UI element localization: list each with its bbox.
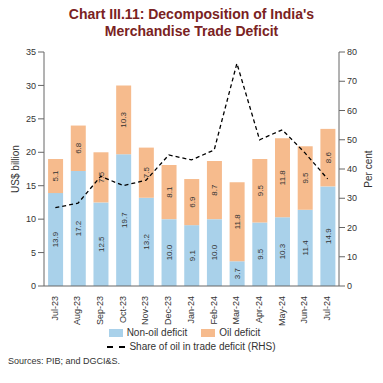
svg-text:10.3: 10.3 xyxy=(120,112,129,128)
svg-text:50: 50 xyxy=(347,135,357,145)
svg-text:14.9: 14.9 xyxy=(324,228,333,244)
svg-text:0: 0 xyxy=(347,281,352,291)
html-text:Oil deficit: Oil deficit xyxy=(219,327,261,338)
svg-text:US$ billion: US$ billion xyxy=(10,145,21,193)
svg-text:8.6: 8.6 xyxy=(324,152,333,164)
html-text:Share of oil in trade deficit: Share of oil in trade deficit (RHS) xyxy=(129,341,276,352)
svg-text:20: 20 xyxy=(347,223,357,233)
svg-text:0: 0 xyxy=(31,281,36,291)
svg-text:7.5: 7.5 xyxy=(97,171,106,183)
svg-text:5.1: 5.1 xyxy=(51,170,60,182)
svg-text:10.0: 10.0 xyxy=(165,244,174,260)
html-text:Sources: PIB; and DGCI&S.: Sources: PIB; and DGCI&S. xyxy=(8,356,121,366)
html-text:Non-oil deficit: Non-oil deficit xyxy=(126,327,188,338)
svg-text:35: 35 xyxy=(26,47,36,57)
svg-text:13.2: 13.2 xyxy=(142,234,151,250)
svg-text:8.1: 8.1 xyxy=(165,186,174,198)
html-text:Chart III.11: Decomposition of: Chart III.11: Decomposition of India's M… xyxy=(68,6,315,39)
svg-text:Jul-23: Jul-23 xyxy=(50,296,60,321)
svg-text:10.0: 10.0 xyxy=(210,244,219,260)
svg-text:20: 20 xyxy=(26,147,36,157)
svg-text:15: 15 xyxy=(26,181,36,191)
svg-text:25: 25 xyxy=(26,114,36,124)
svg-text:17.2: 17.2 xyxy=(74,220,83,236)
svg-text:Mar-24: Mar-24 xyxy=(231,296,241,325)
svg-text:Apr-24: Apr-24 xyxy=(254,296,264,323)
svg-text:30: 30 xyxy=(26,81,36,91)
svg-text:Jul-24: Jul-24 xyxy=(322,296,332,321)
svg-text:Oct-23: Oct-23 xyxy=(118,296,128,323)
svg-text:9.1: 9.1 xyxy=(188,249,197,261)
svg-text:Aug-23: Aug-23 xyxy=(72,296,82,325)
svg-text:9.5: 9.5 xyxy=(256,248,265,260)
svg-text:10: 10 xyxy=(347,252,357,262)
svg-text:6.8: 6.8 xyxy=(74,142,83,154)
svg-text:9.5: 9.5 xyxy=(301,172,310,184)
svg-text:Dec-23: Dec-23 xyxy=(163,296,173,325)
svg-text:May-24: May-24 xyxy=(277,296,287,326)
svg-text:Jan-24: Jan-24 xyxy=(186,296,196,324)
svg-text:11.8: 11.8 xyxy=(278,170,287,186)
svg-text:5: 5 xyxy=(31,248,36,258)
svg-text:7.5: 7.5 xyxy=(142,167,151,179)
svg-text:11.8: 11.8 xyxy=(233,214,242,230)
svg-text:Nov-23: Nov-23 xyxy=(141,296,151,325)
svg-text:19.7: 19.7 xyxy=(120,212,129,228)
svg-text:10.3: 10.3 xyxy=(278,243,287,259)
svg-text:Jun-24: Jun-24 xyxy=(299,296,309,324)
svg-text:Per cent: Per cent xyxy=(363,150,374,187)
svg-text:Feb-24: Feb-24 xyxy=(209,296,219,325)
svg-text:70: 70 xyxy=(347,76,357,86)
svg-text:6.9: 6.9 xyxy=(188,196,197,208)
svg-text:13.9: 13.9 xyxy=(51,231,60,247)
svg-text:11.4: 11.4 xyxy=(301,240,310,256)
svg-text:60: 60 xyxy=(347,106,357,116)
svg-text:8.7: 8.7 xyxy=(210,184,219,196)
svg-text:3.7: 3.7 xyxy=(233,268,242,280)
svg-text:30: 30 xyxy=(347,193,357,203)
svg-text:Sep-23: Sep-23 xyxy=(95,296,105,325)
svg-text:40: 40 xyxy=(347,164,357,174)
svg-text:10: 10 xyxy=(26,214,36,224)
svg-text:9.5: 9.5 xyxy=(256,185,265,197)
svg-text:80: 80 xyxy=(347,47,357,57)
svg-text:12.5: 12.5 xyxy=(97,236,106,252)
